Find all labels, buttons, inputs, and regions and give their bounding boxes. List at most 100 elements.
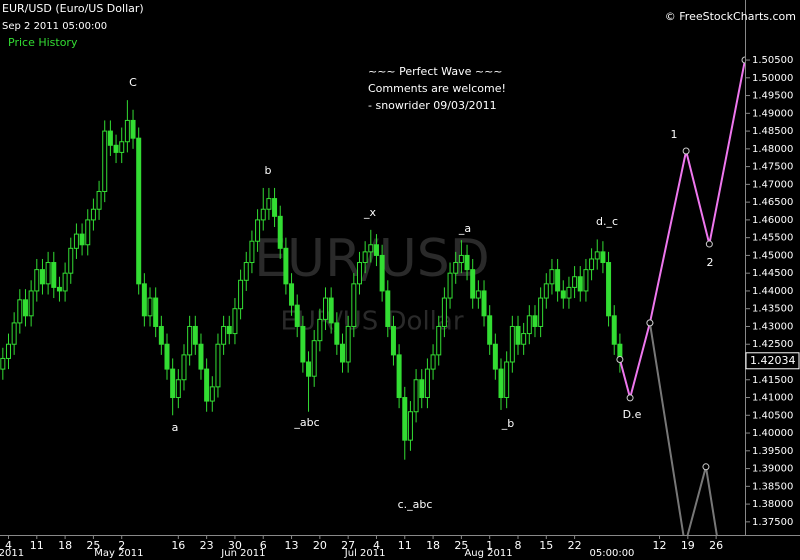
candle-body [351,283,357,327]
candle-body [107,130,113,146]
candle-body [317,318,323,342]
candle-body [334,322,340,345]
candle-body [424,368,430,399]
candle-body [62,272,68,292]
candle-body [204,368,210,402]
x-tick-label: 11 [398,539,412,552]
candle-body [45,262,51,285]
candle-body [79,233,85,246]
plot-area [0,56,745,535]
candle-body [164,343,170,370]
candle-body [311,340,317,377]
x-tick-label: 23 [200,539,214,552]
wave-label: D.e [623,408,642,421]
watermark-subtitle: EUR/US Dollar [280,307,463,337]
y-tick-label: 1.38000 [752,499,793,510]
candle-body [56,286,62,292]
candle-body [464,254,470,271]
x-tick-label: 18 [58,539,72,552]
candle-body [566,286,572,299]
candle-body [124,119,130,143]
candle-body [555,269,561,292]
note-line: - snowrider 09/03/2011 [368,99,497,112]
chart-title: EUR/USD (Euro/US Dollar) [2,2,144,15]
candle-body [238,279,244,310]
x-tick-label: 30 [228,539,242,552]
y-tick-label: 1.45500 [752,233,793,244]
x-tick-label: 1 [486,539,493,552]
candle-body [504,361,510,399]
candle-body [543,283,549,299]
last-price-box [745,352,800,370]
y-tick-label: 1.46500 [752,197,793,208]
candle-body [538,297,544,327]
candle-body [328,297,334,324]
candle-body [487,315,493,345]
candle-body [577,276,583,292]
candle-body [130,119,136,139]
candle-body [560,290,566,299]
x-tick-label: 4 [373,539,380,552]
y-tick-label: 1.38500 [752,481,793,492]
wave-label: a [172,421,179,434]
candle-body [589,258,595,271]
candle-body [379,254,385,292]
y-tick-label: 1.44500 [752,268,793,279]
candle-body [306,361,312,377]
candle-body [430,354,436,370]
projection-line [648,322,718,535]
y-tick-label: 1.45000 [752,250,793,261]
candle-body [147,297,153,317]
projection-point [702,463,710,471]
candle-body [260,208,266,221]
y-tick-label: 1.42500 [752,339,793,350]
candle-body [532,315,538,327]
note-line: Comments are welcome! [368,82,506,95]
wave-label: _abc [293,416,319,429]
candle-body [396,354,402,399]
projection-point [682,147,690,155]
candle-body [272,198,278,217]
candle-body [521,333,527,345]
wave-label: b [265,164,272,177]
candle-body [119,141,125,153]
candle-body [339,343,345,363]
candle-body [22,299,28,317]
candle-body [300,325,306,363]
candle-body [492,343,498,370]
candle-body [526,315,532,335]
x-tick-label: 2 [118,539,125,552]
candle-body [611,315,617,345]
x-major-tick-label: Jul 2011 [344,548,386,559]
x-major-tick-label: 2011 [0,548,24,559]
candle-body [226,325,232,335]
candle-body [475,290,481,299]
candle-body [68,247,74,274]
candle-body [198,343,204,370]
candle-body [192,325,198,345]
wave-label: _a [458,222,471,235]
candle-body [113,144,119,153]
x-tick-label: 22 [568,539,582,552]
wave-label: c._abc [398,498,433,511]
candle-body [481,290,487,317]
y-tick-label: 1.49000 [752,108,793,119]
x-tick-label: 27 [341,539,355,552]
note-line: ~~~ Perfect Wave ~~~ [368,65,503,78]
projection-point [741,56,745,64]
candle-body [170,368,176,399]
x-tick-label: 8 [514,539,521,552]
candle-body [385,290,391,327]
candle-body [470,269,476,299]
candle-body [90,208,96,221]
candle-body [51,262,57,288]
x-tick-label: 25 [454,539,468,552]
candle-body [606,262,612,317]
x-tick-label: 26 [709,539,723,552]
wave-label: 2 [707,256,714,269]
candle-body [209,386,215,402]
y-tick-label: 1.47000 [752,179,793,190]
candle-body [11,322,17,345]
candle-body [373,244,379,256]
